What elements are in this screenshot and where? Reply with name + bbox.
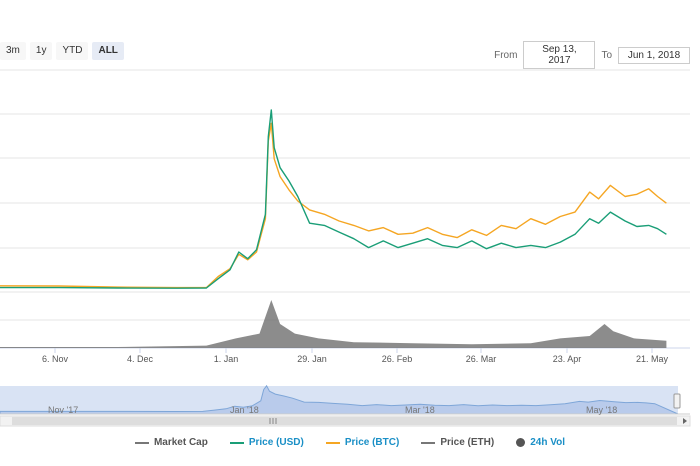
x-tick-label-6: 23. Apr [553, 354, 582, 364]
series-line-usd [0, 109, 667, 289]
navigator-handle-right [673, 393, 681, 409]
date-range-selector: From Sep 13, 2017 To Jun 1, 2018 [494, 41, 690, 69]
legend-label-market-cap: Market Cap [153, 437, 208, 448]
legend-item-price-usd[interactable]: Price (USD) [229, 437, 304, 448]
legend-label-price-eth: Price (ETH) [440, 437, 495, 448]
zoom-all-button[interactable]: ALL [92, 42, 124, 60]
legend-item-24h-vol[interactable]: 24h Vol [516, 437, 565, 448]
legend-item-price-btc[interactable]: Price (BTC) [325, 437, 400, 448]
legend-line-market-cap [134, 441, 149, 444]
x-tick-label-7: 21. May [636, 354, 669, 364]
navigator-label-0: Nov '17 [48, 405, 78, 415]
x-tick-label-4: 26. Feb [382, 354, 413, 364]
navigator-label-3: May '18 [586, 405, 617, 415]
zoom-1y-button[interactable]: 1y [29, 42, 53, 60]
to-label: To [601, 49, 612, 61]
navigator-label-1: Jan '18 [230, 405, 259, 415]
series-line-btc [0, 122, 667, 289]
navigator-series [0, 384, 679, 415]
from-date-input[interactable]: Sep 13, 2017 [523, 41, 596, 69]
legend-item-market-cap[interactable]: Market Cap [134, 437, 208, 448]
zoom-ytd-button[interactable]: YTD [56, 42, 89, 60]
zoom-bar: 3m 1y YTD ALL [0, 42, 124, 60]
x-tick-label-2: 1. Jan [214, 354, 239, 364]
legend: Market Cap Price (USD) Price (BTC) Price… [0, 437, 700, 448]
legend-label-24h-vol: 24h Vol [530, 437, 566, 448]
volume-area [0, 300, 667, 348]
legend-item-price-eth[interactable]: Price (ETH) [421, 437, 494, 448]
legend-label-price-btc: Price (BTC) [344, 437, 400, 448]
legend-label-price-usd: Price (USD) [248, 437, 304, 448]
legend-line-price-usd [229, 441, 244, 444]
legend-dot-24h-vol [516, 438, 526, 447]
scroll-right-icon [683, 418, 687, 424]
navigator-scrollbar-thumb [12, 417, 677, 425]
legend-line-price-btc [325, 441, 340, 444]
to-date-input[interactable]: Jun 1, 2018 [618, 46, 690, 64]
legend-line-price-eth [421, 441, 436, 444]
scrollbar-grip-icon [269, 418, 277, 424]
x-tick-label-3: 29. Jan [297, 354, 327, 364]
x-tick-label-1: 4. Dec [127, 354, 154, 364]
navigator-label-2: Mar '18 [405, 405, 435, 415]
x-tick-label-0: 6. Nov [42, 354, 69, 364]
zoom-3m-button[interactable]: 3m [0, 42, 26, 60]
x-tick-label-5: 26. Mar [466, 354, 497, 364]
from-label: From [494, 49, 518, 61]
